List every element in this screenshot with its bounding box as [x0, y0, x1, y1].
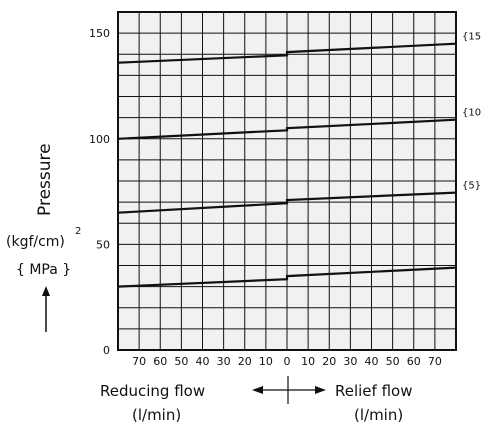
series-labels: {15} {10} {5} [462, 32, 482, 192]
x-tick-label: 20 [322, 355, 336, 368]
series-end-label: {5} [462, 181, 481, 192]
y-axis-title: Pressure [35, 143, 55, 216]
x-tick-label: 60 [407, 355, 421, 368]
x-axis-title-right: Relief flow [335, 382, 412, 400]
x-tick-label: 70 [132, 355, 146, 368]
series-end-label: {15} [462, 32, 482, 43]
x-axis-unit-right: (l/min) [354, 406, 403, 424]
x-axis-unit-left: (l/min) [132, 406, 181, 424]
x-axis-title-left: Reducing flow [100, 382, 205, 400]
y-tick-label: 0 [103, 344, 110, 357]
y-axis-arrow-head [42, 286, 50, 296]
y-axis-unit-mpa: { MPa } [16, 262, 71, 278]
chart-series [117, 42, 457, 288]
x-tick-label: 30 [217, 355, 231, 368]
x-tick-label: 40 [365, 355, 379, 368]
x-tick-label: 10 [301, 355, 315, 368]
y-axis-unit-superscript: 2 [75, 226, 81, 237]
x-tick-label: 60 [153, 355, 167, 368]
x-tick-label: 10 [259, 355, 273, 368]
x-tick-label: 20 [238, 355, 252, 368]
y-axis-unit-kgf: (kgf/cm) [6, 234, 65, 250]
direction-arrow-icon [252, 376, 326, 404]
series-line [117, 191, 457, 214]
series-line [117, 42, 457, 64]
chart-grid [118, 12, 456, 350]
x-tick-label: 50 [174, 355, 188, 368]
y-tick-label: 50 [96, 238, 110, 251]
x-tick-label: 50 [386, 355, 400, 368]
x-tick-label: 40 [196, 355, 210, 368]
y-tick-label: 150 [89, 27, 110, 40]
series-line [117, 266, 457, 288]
x-tick-labels: 70 60 50 40 30 20 10 0 10 20 30 40 50 60 70 [132, 355, 442, 368]
x-tick-label: 30 [343, 355, 357, 368]
plot-frame [117, 11, 457, 351]
y-tick-labels: 150 100 50 0 [89, 27, 110, 357]
x-tick-label: 70 [428, 355, 442, 368]
series-line [117, 118, 457, 140]
series-end-label: {10} [462, 108, 482, 119]
y-tick-label: 100 [89, 133, 110, 146]
x-tick-label: 0 [284, 355, 291, 368]
